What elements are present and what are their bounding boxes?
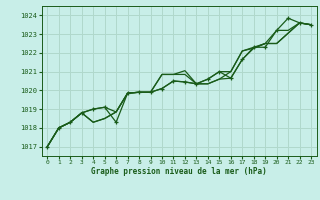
X-axis label: Graphe pression niveau de la mer (hPa): Graphe pression niveau de la mer (hPa) [91,167,267,176]
